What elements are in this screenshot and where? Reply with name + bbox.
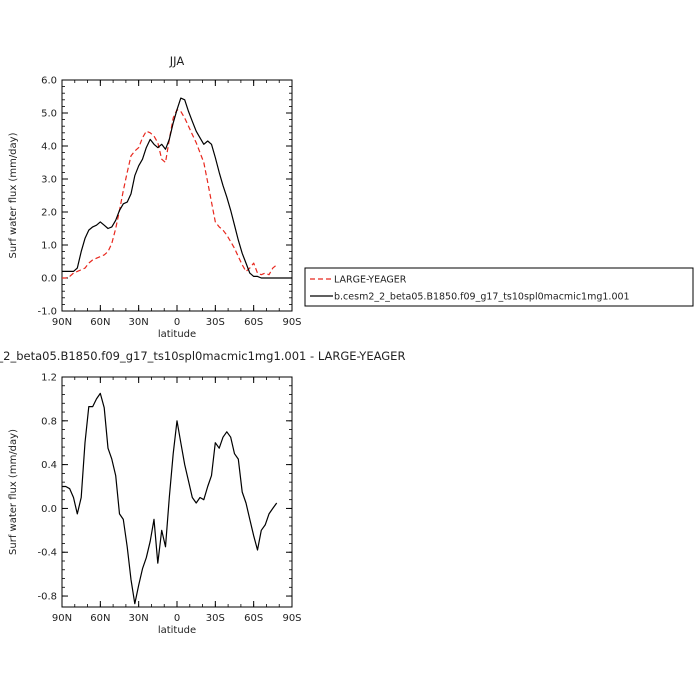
y-tick-label: 4.0	[41, 142, 57, 153]
x-tick-label: 30S	[206, 613, 225, 624]
x-tick-label: 60N	[90, 613, 110, 624]
x-tick-label: 90S	[282, 317, 301, 328]
x-tick-label: 30S	[206, 317, 225, 328]
y-tick-label: 1.2	[41, 373, 57, 384]
y-tick-label: 0.8	[41, 416, 57, 427]
x-tick-label: 60S	[244, 613, 263, 624]
y-tick-label: 0.0	[41, 274, 57, 285]
legend-entry-1: LARGE-YEAGER	[334, 275, 407, 286]
x-tick-label: 60S	[244, 317, 263, 328]
plot-frame	[61, 376, 293, 608]
x-axis-label: latitude	[158, 329, 196, 340]
y-tick-label: 0.0	[41, 504, 57, 515]
y-tick-label: 0.4	[41, 460, 57, 471]
y-tick-label: 1.0	[41, 241, 57, 252]
series-line-1	[62, 109, 278, 279]
y-axis-label: Surf water flux (mm/day)	[8, 429, 19, 555]
x-tick-label: 90N	[52, 613, 72, 624]
x-tick-label: 30N	[129, 613, 149, 624]
y-tick-label: -1.0	[37, 307, 57, 318]
chart-title: b.cesm2_2_beta05.B1850.f09_g17_ts10spl0m…	[0, 349, 405, 363]
y-axis-label: Surf water flux (mm/day)	[8, 132, 19, 258]
x-axis-label: latitude	[158, 625, 196, 636]
chart-title: JJA	[169, 54, 185, 68]
y-tick-label: 2.0	[41, 208, 57, 219]
legend: LARGE-YEAGER b.cesm2_2_beta05.B1850.f09_g…	[304, 267, 694, 307]
x-tick-label: 0	[174, 317, 180, 328]
y-tick-label: 5.0	[41, 109, 57, 120]
chart-panel-2: b.cesm2_2_beta05.B1850.f09_g17_ts10spl0m…	[0, 349, 405, 636]
legend-entry-2: b.cesm2_2_beta05.B1850.f09_g17_ts10spl0m…	[334, 292, 630, 303]
x-tick-label: 90N	[52, 317, 72, 328]
x-tick-label: 0	[174, 613, 180, 624]
series-line-2	[62, 97, 292, 279]
y-tick-label: -0.8	[37, 592, 57, 603]
x-tick-label: 30N	[129, 317, 149, 328]
y-tick-label: 3.0	[41, 175, 57, 186]
chart-panel-1: JJA -1.0 0.0 1.0 2.0 3.0 4.0 5.0 6.0 90N 60N 30N 0 30…	[8, 54, 302, 340]
series-line-1	[62, 392, 278, 605]
x-tick-label: 60N	[90, 317, 110, 328]
legend-box	[304, 267, 694, 307]
y-tick-label: -0.4	[37, 548, 57, 559]
x-tick-label: 90S	[282, 613, 301, 624]
y-tick-label: 6.0	[41, 76, 57, 87]
